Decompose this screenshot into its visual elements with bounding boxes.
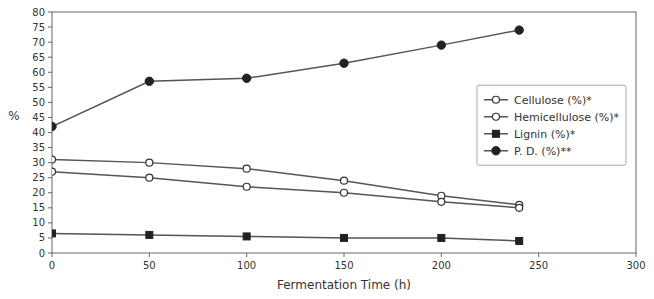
data-point [437,41,445,49]
legend-marker [492,113,499,120]
y-tick-label: 30 [32,157,45,168]
series-line [52,30,519,126]
series-line [52,233,519,241]
data-point [145,77,153,85]
data-point [52,168,56,175]
y-tick-label: 45 [32,112,45,123]
y-tick [48,117,52,118]
data-point [516,204,523,211]
x-tick [636,253,637,257]
data-point [341,189,348,196]
y-tick [48,57,52,58]
y-tick [48,72,52,73]
x-tick [52,253,53,257]
legend-label: Cellulose (%)* [514,94,592,107]
y-tick-label: 50 [32,97,45,108]
y-tick-label: 75 [32,22,45,33]
y-tick-label: 0 [39,248,45,259]
legend-marker [492,147,500,155]
chart: 0 50 100 150 200 250 300 0 5 10 15 20 25 30 35 40 45 50 55… [0,0,654,299]
legend-box [477,85,626,165]
y-tick-label: 20 [32,187,45,198]
y-tick [48,132,52,133]
data-point [52,156,56,163]
series-line [52,172,519,208]
y-tick-label: 40 [32,127,45,138]
y-tick-label: 35 [32,142,45,153]
x-tick [441,253,442,257]
data-point [341,234,348,241]
legend-marker [492,130,499,137]
x-tick-label: 250 [529,260,548,271]
y-axis-label: % [8,109,19,123]
legend-label: Lignin (%)* [514,128,576,141]
y-tick-label: 80 [32,7,45,18]
y-tick [48,27,52,28]
x-tick [149,253,150,257]
data-point [243,183,250,190]
x-tick-label: 300 [626,260,645,271]
y-tick-label: 25 [32,172,45,183]
y-tick [48,237,52,238]
x-tick-label: 200 [432,260,451,271]
data-point [243,165,250,172]
plot-frame [52,12,636,253]
data-point [515,26,523,34]
data-point [340,59,348,67]
y-tick [48,222,52,223]
plot-background [52,12,636,253]
data-point [516,237,523,244]
x-axis-label: Fermentation Time (h) [277,278,411,292]
y-tick [48,147,52,148]
y-tick-label: 5 [39,232,45,243]
y-tick [48,192,52,193]
y-tick-label: 10 [32,217,45,228]
x-tick [246,253,247,257]
legend: Cellulose (%)* Hemicellulose (%)* Lignin (… [477,85,626,165]
data-point [438,234,445,241]
data-point [242,74,250,82]
y-tick [48,162,52,163]
legend-label: P. D. (%)** [514,145,572,158]
series-line [52,160,519,205]
x-tick-label: 50 [143,260,156,271]
y-tick [48,253,52,254]
x-tick-label: 0 [49,260,55,271]
y-tick [48,102,52,103]
x-tick-label: 100 [237,260,256,271]
legend-label: Hemicellulose (%)* [514,111,620,124]
y-tick [48,12,52,13]
y-tick-label: 55 [32,82,45,93]
data-point [243,233,250,240]
y-tick-label: 65 [32,52,45,63]
plot-area [52,26,523,245]
y-tick [48,87,52,88]
legend-marker [492,96,499,103]
data-point [52,230,56,237]
y-tick-label: 15 [32,202,45,213]
x-tick [344,253,345,257]
data-point [146,159,153,166]
y-tick-label: 60 [32,67,45,78]
y-tick [48,207,52,208]
x-tick [538,253,539,257]
data-point [52,122,56,130]
data-point [146,174,153,181]
y-tick [48,177,52,178]
y-tick [48,42,52,43]
x-tick-label: 150 [334,260,353,271]
data-point [341,177,348,184]
data-point [438,198,445,205]
data-point [146,231,153,238]
y-tick-label: 70 [32,37,45,48]
